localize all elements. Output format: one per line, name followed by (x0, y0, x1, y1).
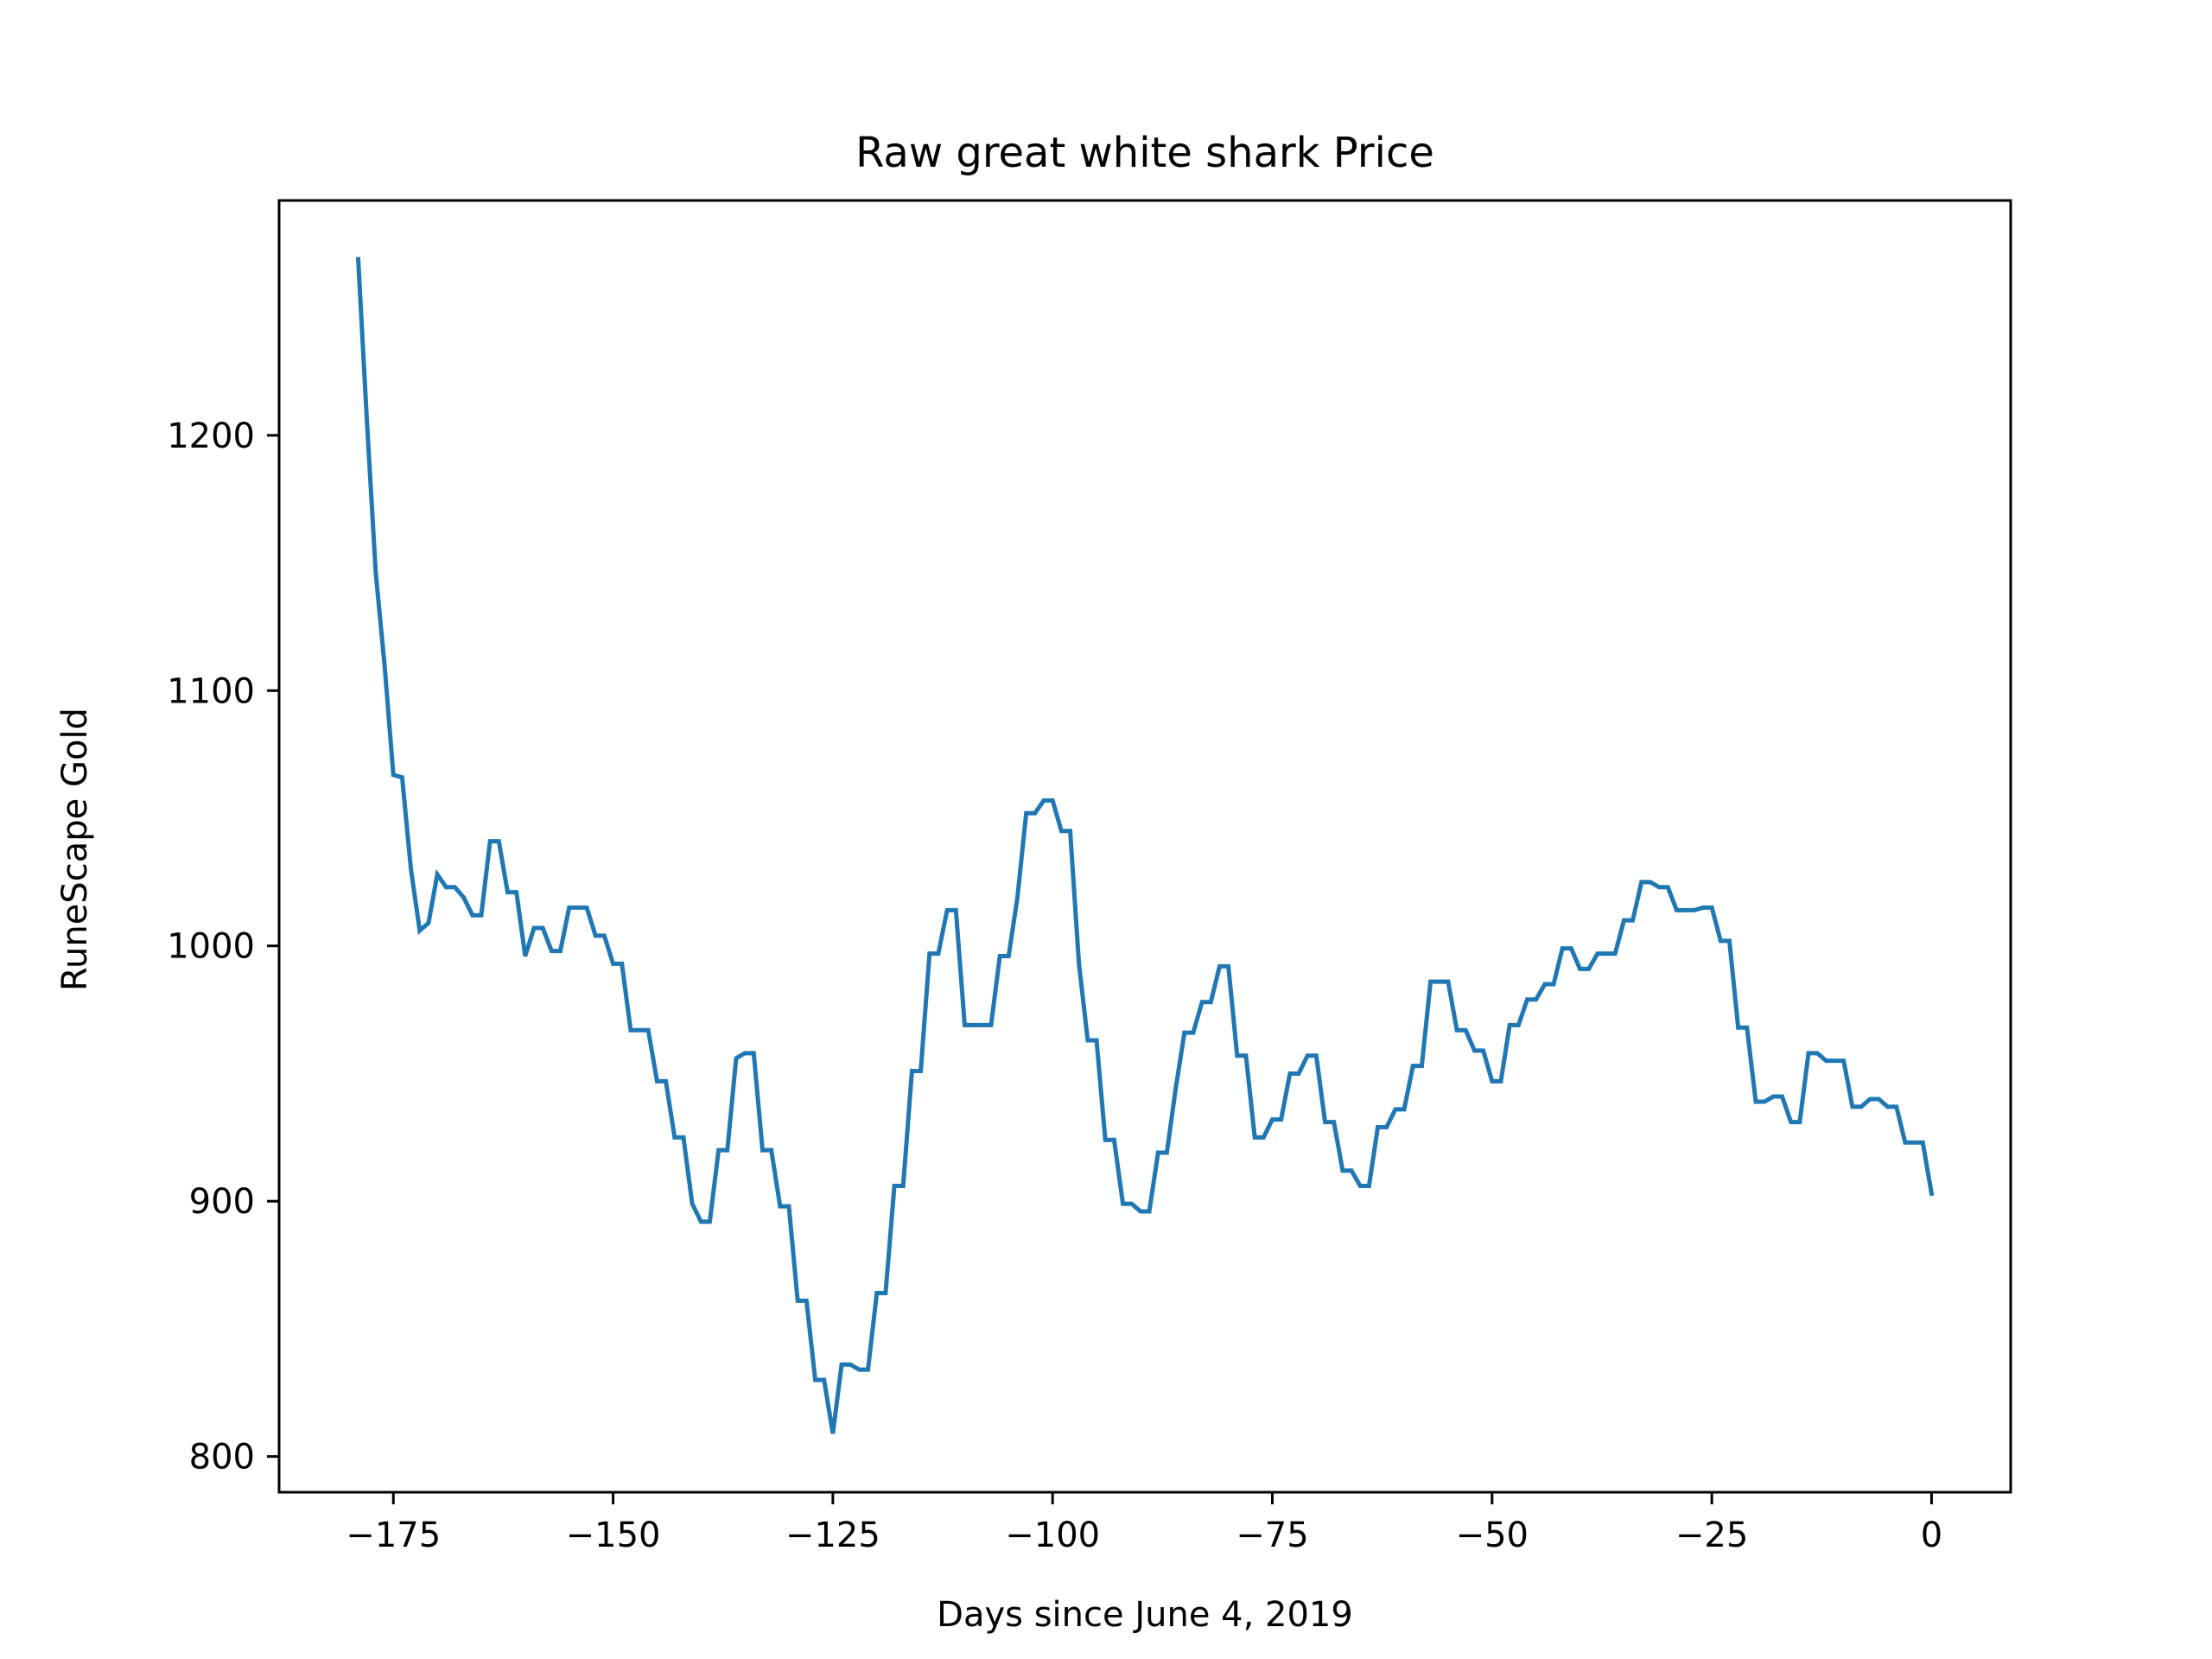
chart-title: Raw great white shark Price (855, 129, 1434, 177)
x-tick-label: −75 (1236, 1516, 1308, 1555)
y-tick-label: 1200 (167, 416, 255, 456)
x-tick-label: −150 (566, 1516, 661, 1555)
y-axis: 800 900 1000 1100 1200 (167, 416, 279, 1478)
y-tick-label: 800 (189, 1438, 255, 1478)
plot-area (355, 257, 1935, 1434)
y-tick-label: 900 (189, 1182, 255, 1222)
y-tick-label: 1000 (167, 927, 255, 967)
x-tick-label: −50 (1456, 1516, 1529, 1555)
x-tick-label: −25 (1675, 1516, 1748, 1555)
y-axis-label: RuneScape Gold (55, 708, 95, 991)
plot-frame (277, 199, 2012, 1494)
x-tick-label: −100 (1005, 1516, 1100, 1555)
series-line-0 (355, 257, 1935, 1434)
x-axis-label: Days since June 4, 2019 (937, 1595, 1353, 1635)
y-tick-label: 1100 (167, 671, 255, 711)
x-tick-label: −175 (346, 1516, 441, 1555)
x-tick-label: 0 (1921, 1516, 1942, 1555)
x-tick-label: −125 (785, 1516, 880, 1555)
x-axis: −175 −150 −125 −100 −75 −50 −25 0 (346, 1492, 1942, 1555)
